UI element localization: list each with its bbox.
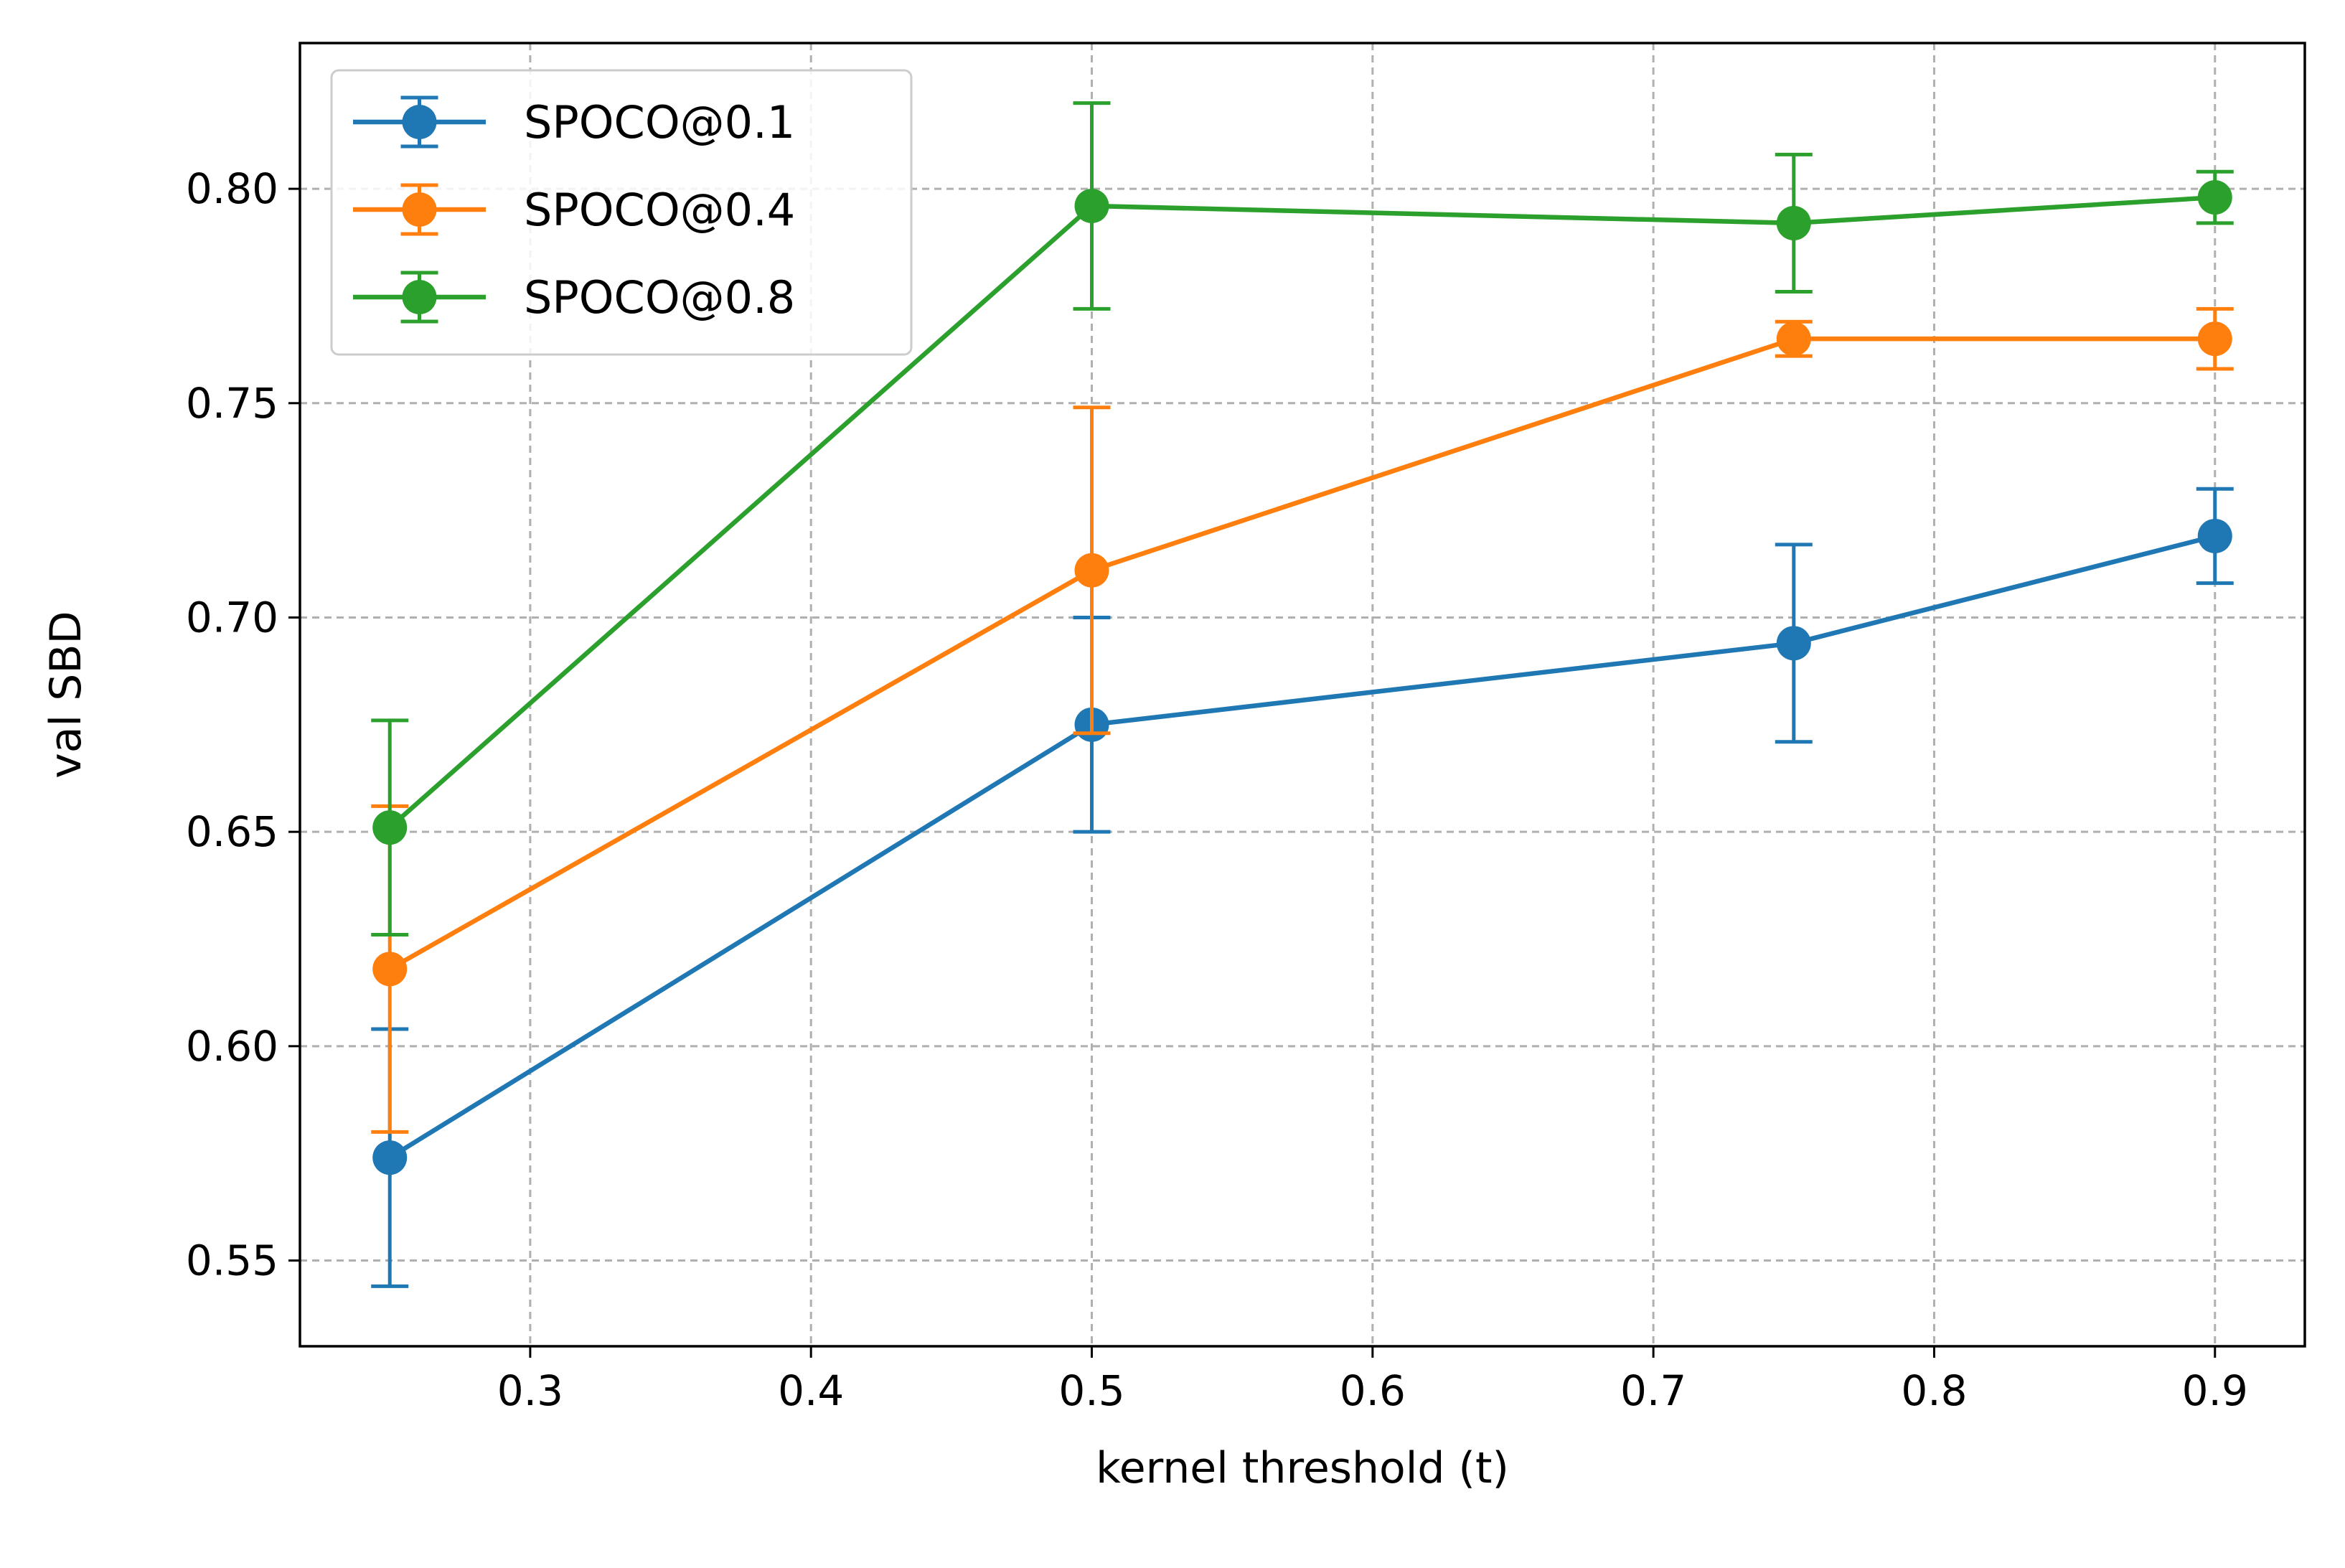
legend-marker [402,105,437,139]
y-tick-label: 0.80 [186,164,278,213]
data-point [2197,180,2232,215]
x-tick-label: 0.8 [1901,1366,1967,1415]
series-line [388,533,2216,1160]
series-1 [371,306,2234,1134]
legend-label: SPOCO@0.8 [524,271,795,324]
y-axis: 0.55 0.60 0.65 0.70 0.75 0.80 [186,164,300,1285]
x-tick-label: 0.5 [1058,1366,1124,1415]
x-tick-label: 0.4 [778,1366,844,1415]
x-tick-label: 0.3 [497,1366,563,1415]
data-point [372,810,408,845]
series-layer [371,101,2234,1288]
y-axis-label: val SBD [41,611,91,778]
series-line [388,194,2215,830]
legend-item-1: SPOCO@0.4 [353,183,795,236]
data-point [1074,553,1109,588]
legend: SPOCO@0.1 SPOCO@0.4 SPOCO@0.8 [330,69,913,356]
legend-item-2: SPOCO@0.8 [353,271,795,324]
y-tick-label: 0.55 [186,1236,278,1285]
data-point [2197,321,2232,357]
legend-box [330,69,913,356]
y-tick-label: 0.75 [186,379,278,428]
x-tick-label: 0.7 [1620,1366,1686,1415]
legend-marker [402,192,437,227]
series-2 [371,101,2234,937]
x-axis-label: kernel threshold (t) [1096,1443,1509,1493]
data-point [1074,189,1109,223]
series-line [388,336,2215,972]
x-tick-label: 0.6 [1340,1366,1406,1415]
data-point [2197,518,2232,553]
x-axis: 0.3 0.4 0.5 0.6 0.7 0.8 0.9 [497,1346,2248,1415]
plot-frame [299,42,2306,1348]
y-tick-label: 0.60 [186,1022,278,1071]
legend-label: SPOCO@0.1 [524,96,795,149]
legend-item-0: SPOCO@0.1 [353,95,795,149]
y-tick-label: 0.65 [186,807,278,856]
legend-label: SPOCO@0.4 [524,184,795,236]
legend-marker [402,280,437,314]
data-point [1776,321,1811,357]
data-point [1776,205,1811,240]
data-point [372,1140,408,1175]
data-point [372,952,408,987]
x-tick-label: 0.9 [2182,1366,2248,1415]
data-point [1776,626,1811,661]
y-tick-label: 0.70 [186,593,278,642]
